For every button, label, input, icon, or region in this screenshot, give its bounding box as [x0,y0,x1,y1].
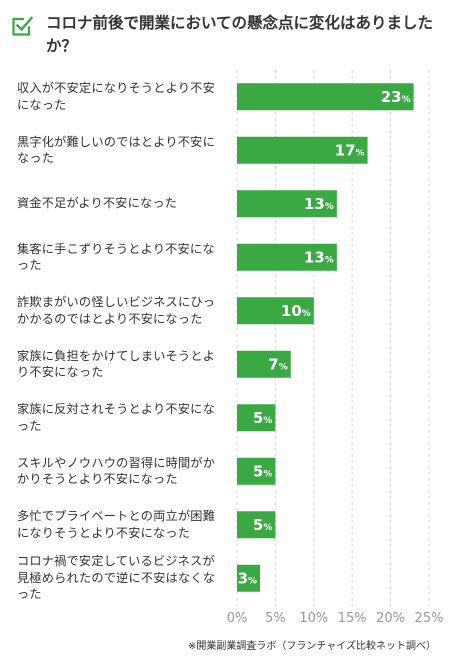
category-label: 集客に手こずりそうとより不安になった [17,241,215,273]
bar-value-label: 13% [304,195,334,213]
bar [237,350,291,378]
chart-header: コロナ前後で開業においての懸念点に変化はありましたか？ [10,10,440,72]
bar-value-label: 3% [238,569,257,587]
bar-value-label: 13% [304,248,334,266]
bar-value-label: 5% [253,516,272,534]
bar-value-label: 17% [335,141,365,159]
bar [237,243,337,271]
category-label: 収入が不安定になりそうとより不安になった [17,81,215,112]
category-label: 家族に反対されそうとより不安になった [17,402,215,433]
source-note: ※開業副業調査ラボ（フランチャイズ比較ネット調べ） [188,641,436,652]
bar-value-label: 5% [253,462,272,480]
category-label: 資金不足がより不安になった [17,196,178,211]
category-label: 詐欺まがいの怪しいビジネスにひっかかるのではとより不安になった [17,295,216,326]
bar [237,457,276,485]
bar [237,190,337,218]
category-label: 家族に負担をかけてしまいそうとより不安になった [17,348,216,380]
bar [237,136,368,164]
bar [237,404,276,432]
category-label: コロナ禍で安定しているビジネスが見極められたので逆に不安はなくなった [17,554,216,602]
bar-value-label: 23% [381,88,411,106]
chart-plot: 0% 5% 10% 15% 20% 25% 23% 17% 13% 13% 10% 7% 5% 5% 5% 3… [227,70,444,626]
bar [237,297,314,325]
bar [237,511,276,539]
checkbox-icon [12,16,34,36]
x-tick-label: 25% [415,611,444,626]
bar-value-label: 5% [253,409,272,427]
x-tick-label: 0% [227,611,248,626]
bar-value-label: 10% [281,302,311,320]
x-tick-label: 20% [376,611,405,626]
chart-area: 収入が不安定になりそうとより不安になった 黒字化が難しいのではとより不安になった資… [0,70,450,630]
x-tick-label: 5% [265,611,286,626]
category-label: スキルやノウハウの習得に時間がかかりそうとより不安になった [17,455,216,487]
bar [237,83,414,111]
bar [237,564,261,592]
category-label: 黒字化が難しいのではとより不安になった [17,134,215,166]
category-label: 多忙でプライベートとの両立が困難になりそうとより不安になった [17,509,216,540]
x-tick-label: 10% [299,611,328,626]
x-tick-label: 15% [338,611,367,626]
chart-title: コロナ前後で開業においての懸念点に変化はありましたか？ [46,14,434,55]
bar-value-label: 7% [268,355,287,373]
